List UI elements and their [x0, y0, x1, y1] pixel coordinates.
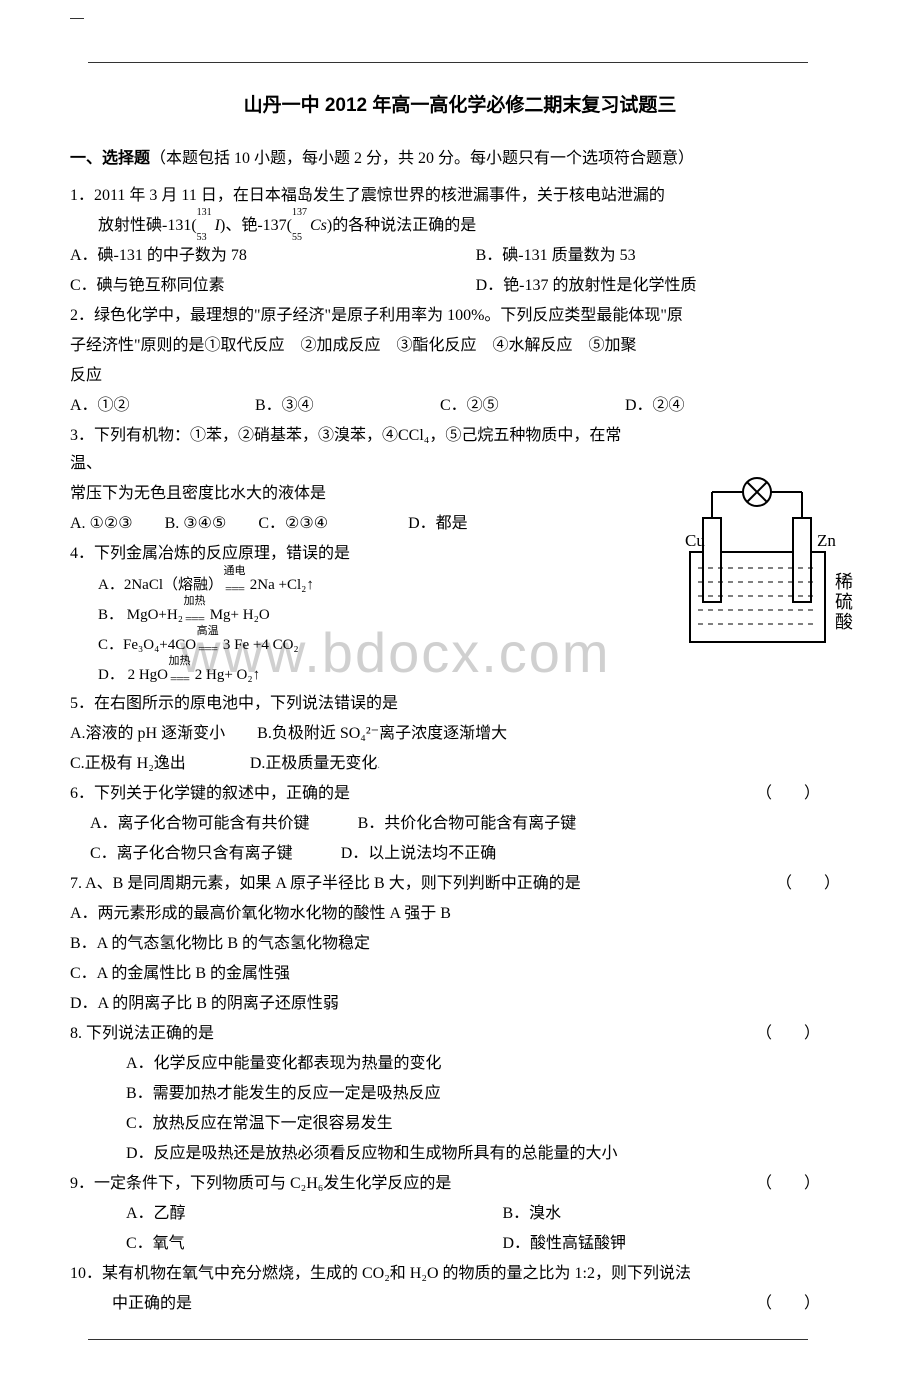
section-header: 一、选择题（本题包括 10 小题，每小题 2 分，共 20 分。每小题只有一个选… [70, 145, 850, 174]
q1-optD: D．铯-137 的放射性是化学性质 [476, 272, 850, 300]
q6-optD: D．以上说法均不正确 [341, 845, 497, 862]
q2-line2: 子经济性"原则的是①取代反应 ②加成反应 ③酯化反应 ④水解反应 ⑤加聚 [70, 332, 850, 360]
q3-optC: C．②③④ [258, 515, 328, 532]
q1-opts-row2: C．碘与铯互称同位素 D．铯-137 的放射性是化学性质 [70, 272, 850, 300]
q1-optA: A．碘-131 的中子数为 78 [70, 242, 476, 270]
q6-row1: A．离子化合物可能含有共价键 B．共价化合物可能含有离子键 [70, 810, 850, 838]
document-title: 山丹一中 2012 年高一高化学必修二期末复习试题三 [70, 90, 850, 117]
q7-optD: D．A 的阴离子比 B 的阴离子还原性弱 [70, 990, 850, 1018]
section-label: 一、选择题 [70, 150, 150, 167]
q2-optD: D．②④ [625, 392, 810, 420]
q1-optC: C．碘与铯互称同位素 [70, 272, 476, 300]
q10-line2: 中正确的是（ ） [70, 1290, 850, 1318]
q5-optD: D.正极质量无变化 [250, 755, 378, 772]
section-desc: （本题包括 10 小题，每小题 2 分，共 20 分。每小题只有一个选项符合题意… [150, 150, 694, 167]
q2-optC: C．②⑤ [440, 392, 625, 420]
svg-text:硫: 硫 [835, 592, 853, 612]
q7-optC: C．A 的金属性比 B 的金属性强 [70, 960, 850, 988]
q2-optA: A．①② [70, 392, 255, 420]
q8-optA: A．化学反应中能量变化都表现为热量的变化 [70, 1050, 850, 1078]
q2-options: A．①② B．③④ C．②⑤ D．②④ [70, 392, 850, 420]
q5-optB: B.负极附近 SO₄²⁻离子浓度逐渐增大 [257, 725, 507, 742]
q5-stem: 5．在右图所示的原电池中，下列说法错误的是 [70, 690, 850, 718]
answer-paren: （ ） [756, 1020, 850, 1048]
q3-optB: B. ③④⑤ [165, 515, 227, 532]
galvanic-cell-diagram: Cu Zn 稀 硫 酸 [675, 460, 865, 655]
q9-optC: C．氧气 [126, 1230, 502, 1258]
q7-optB: B．A 的气态氢化物比 B 的气态氢化物稳定 [70, 930, 850, 958]
svg-text:Cu: Cu [685, 531, 705, 550]
q6-optB: B．共价化合物可能含有离子键 [358, 815, 577, 832]
q9-optB: B．溴水 [502, 1200, 850, 1228]
q10-line1: 10．某有机物在氧气中充分燃烧，生成的 CO₂和 H₂O 的物质的量之比为 1:… [70, 1260, 850, 1288]
svg-text:稀: 稀 [835, 572, 853, 592]
q6-optA: A．离子化合物可能含有共价键 [90, 815, 310, 832]
q5-optC: C.正极有 H₂逸出 [70, 755, 186, 772]
q8-optB: B．需要加热才能发生的反应一定是吸热反应 [70, 1080, 850, 1108]
answer-paren: （ ） [776, 870, 850, 898]
answer-paren: （ ） [756, 1170, 850, 1198]
artifact-dot: . [377, 760, 380, 771]
q1-opts-row1: A．碘-131 的中子数为 78 B．碘-131 质量数为 53 [70, 242, 850, 270]
q2-optB: B．③④ [255, 392, 440, 420]
q2-line3: 反应 [70, 362, 850, 390]
answer-paren: （ ） [756, 1290, 850, 1318]
q5-optA: A.溶液的 pH 逐渐变小 [70, 725, 225, 742]
q1-line1: 1．2011 年 3 月 11 日，在日本福岛发生了震惊世界的核泄漏事件，关于核… [70, 182, 850, 210]
q7-optA: A．两元素形成的最高价氧化物水化物的酸性 A 强于 B [70, 900, 850, 928]
q5-row1: A.溶液的 pH 逐渐变小 B.负极附近 SO₄²⁻离子浓度逐渐增大 [70, 720, 850, 748]
q9-optA: A．乙醇 [126, 1200, 502, 1228]
svg-text:Zn: Zn [817, 531, 836, 550]
q9-stem: 9．一定条件下，下列物质可与 C₂H₆发生化学反应的是（ ） [70, 1170, 850, 1198]
q8-stem: 8. 下列说法正确的是（ ） [70, 1020, 850, 1048]
q6-stem: 6．下列关于化学键的叙述中，正确的是（ ） [70, 780, 850, 808]
q9-optD: D．酸性高锰酸钾 [502, 1230, 850, 1258]
answer-paren: （ ） [756, 780, 850, 808]
q1-optB: B．碘-131 质量数为 53 [476, 242, 850, 270]
q4-optD: D． 2 HgO加热=== 2 Hg+ O₂↑ [70, 660, 850, 690]
q9-row1: A．乙醇 B．溴水 [70, 1200, 850, 1228]
q8-optD: D．反应是吸热还是放热必须看反应物和生成物所具有的总能量的大小 [70, 1140, 850, 1168]
q2-line1: 2．绿色化学中，最理想的"原子经济"是原子利用率为 100%。下列反应类型最能体… [70, 302, 850, 330]
q8-optC: C．放热反应在常温下一定很容易发生 [70, 1110, 850, 1138]
svg-text:酸: 酸 [835, 612, 853, 632]
q6-row2: C．离子化合物只含有离子键 D．以上说法均不正确 [70, 840, 850, 868]
q5-row2: C.正极有 H₂逸出 D.正极质量无变化. [70, 750, 850, 778]
q3-optA: A. ①②③ [70, 515, 133, 532]
q7-stem: 7. A、B 是同周期元素，如果 A 原子半径比 B 大，则下列判断中正确的是（… [70, 870, 850, 898]
q9-row2: C．氧气 D．酸性高锰酸钾 [70, 1230, 850, 1258]
q6-optC: C．离子化合物只含有离子键 [90, 845, 293, 862]
q1-line2: 放射性碘-131(13153I)、铯-137(13755Cs)的各种说法正确的是 [70, 212, 850, 240]
q3-optD: D．都是 [408, 515, 468, 532]
